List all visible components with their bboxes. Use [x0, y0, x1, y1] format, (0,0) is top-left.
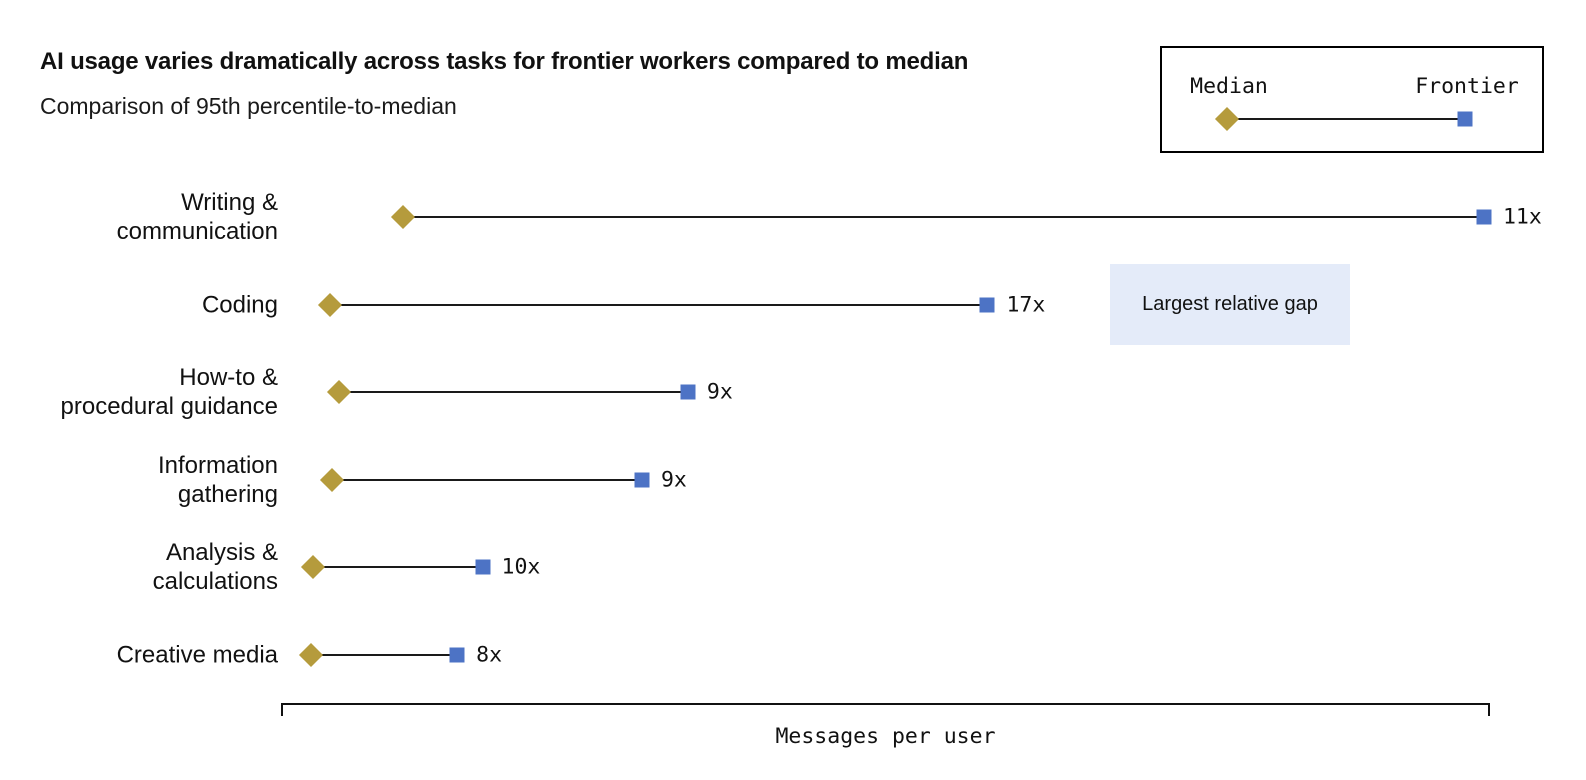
category-label: Writing & communication: [116, 189, 278, 245]
category-label: Coding: [201, 291, 278, 318]
median-diamond-icon: [390, 204, 415, 230]
category-label: How-to & procedural guidance: [60, 364, 279, 420]
legend-frontier-square-icon: [1457, 111, 1473, 127]
frontier-square-icon: [634, 472, 650, 487]
dumbbell-line: [338, 391, 688, 393]
category-label: Analysis & calculations: [152, 539, 278, 595]
dumbbell-line: [402, 216, 1484, 218]
ratio-label: 9x: [660, 467, 687, 492]
dumbbell-line: [310, 653, 458, 656]
chart-title: AI usage varies dramatically across task…: [40, 48, 969, 75]
ratio-label: 11x: [1502, 204, 1542, 230]
dumbbell-line: [330, 303, 988, 306]
legend-frontier-label: Frontier: [1415, 74, 1519, 99]
frontier-square-icon: [680, 384, 696, 400]
category-label: Creative media: [116, 641, 278, 668]
legend-median-label: Median: [1190, 74, 1268, 99]
chart-subtitle: Comparison of 95th percentile-to-median: [40, 93, 457, 119]
frontier-square-icon: [475, 559, 491, 575]
median-diamond-icon: [326, 379, 351, 405]
x-axis-label: Messages per user: [775, 724, 996, 749]
legend: Median Frontier: [1160, 46, 1544, 153]
median-diamond-icon: [318, 292, 343, 317]
annotation-largest-relative-gap: Largest relative gap: [1110, 264, 1350, 345]
frontier-square-icon: [979, 297, 995, 312]
median-diamond-icon: [298, 642, 324, 667]
ratio-label: 10x: [501, 554, 541, 580]
legend-median-diamond-icon: [1214, 106, 1240, 132]
median-diamond-icon: [319, 467, 344, 492]
category-label: Information gathering: [157, 451, 278, 508]
legend-connector-line: [1227, 118, 1465, 120]
x-axis-bracket: [281, 703, 1490, 716]
ratio-label: 8x: [476, 642, 503, 667]
ratio-label: 17x: [1006, 292, 1046, 317]
ratio-label: 9x: [706, 379, 733, 405]
frontier-square-icon: [449, 647, 465, 662]
dumbbell-line: [313, 566, 483, 568]
median-diamond-icon: [301, 554, 326, 580]
dumbbell-line: [331, 478, 642, 481]
frontier-square-icon: [1476, 209, 1492, 225]
